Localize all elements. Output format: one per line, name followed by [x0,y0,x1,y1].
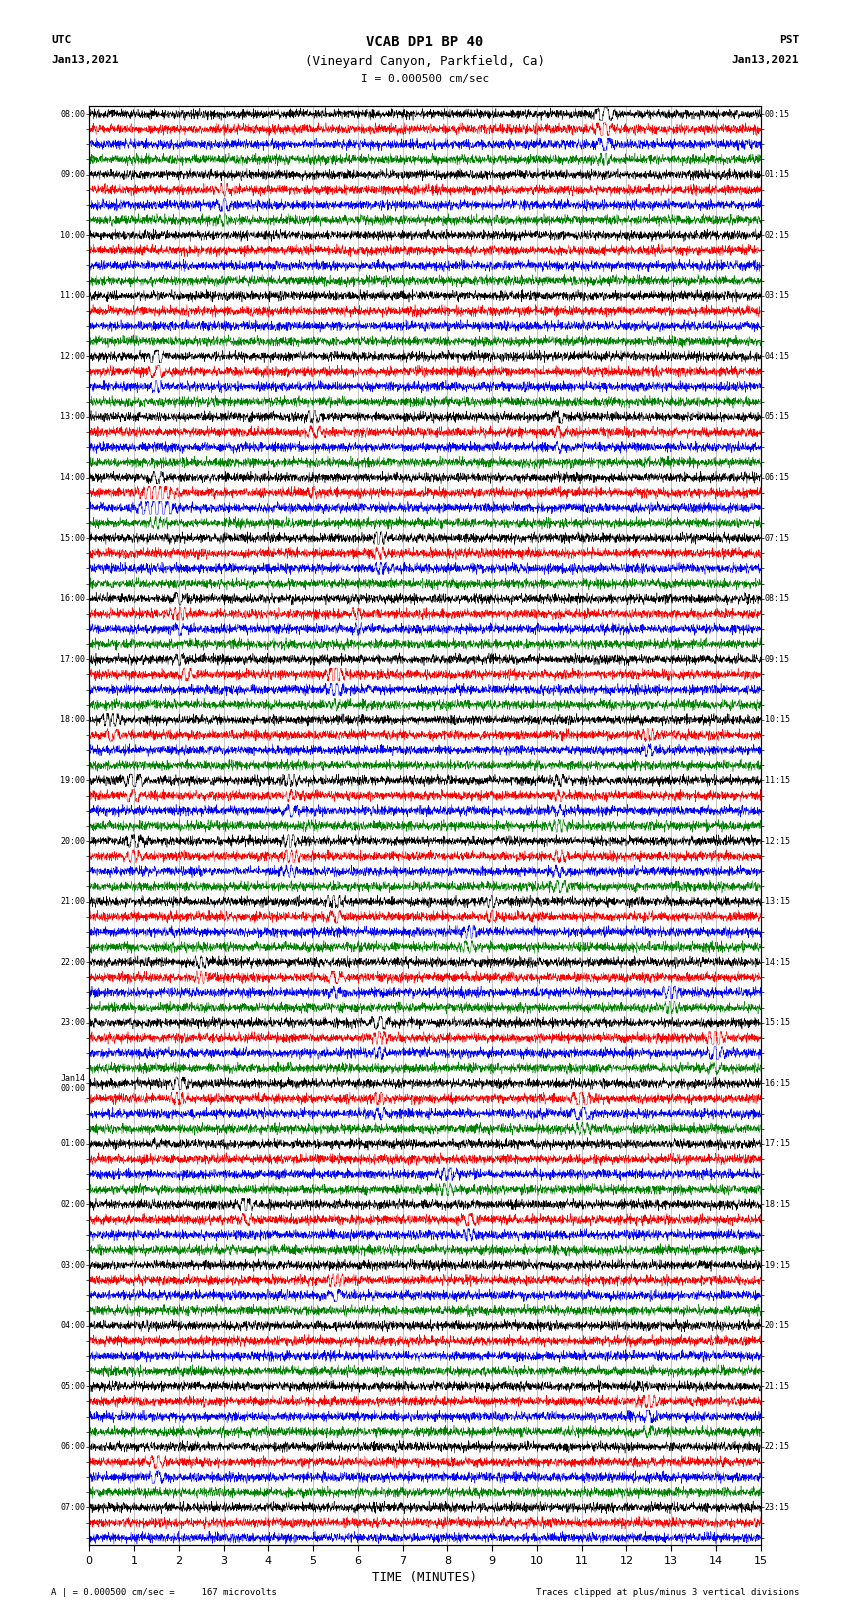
Text: Jan13,2021: Jan13,2021 [732,55,799,65]
Text: A | = 0.000500 cm/sec =     167 microvolts: A | = 0.000500 cm/sec = 167 microvolts [51,1587,277,1597]
X-axis label: TIME (MINUTES): TIME (MINUTES) [372,1571,478,1584]
Text: (Vineyard Canyon, Parkfield, Ca): (Vineyard Canyon, Parkfield, Ca) [305,55,545,68]
Text: Jan13,2021: Jan13,2021 [51,55,118,65]
Text: UTC: UTC [51,35,71,45]
Text: Traces clipped at plus/minus 3 vertical divisions: Traces clipped at plus/minus 3 vertical … [536,1587,799,1597]
Text: I = 0.000500 cm/sec: I = 0.000500 cm/sec [361,74,489,84]
Text: VCAB DP1 BP 40: VCAB DP1 BP 40 [366,35,484,50]
Text: PST: PST [779,35,799,45]
